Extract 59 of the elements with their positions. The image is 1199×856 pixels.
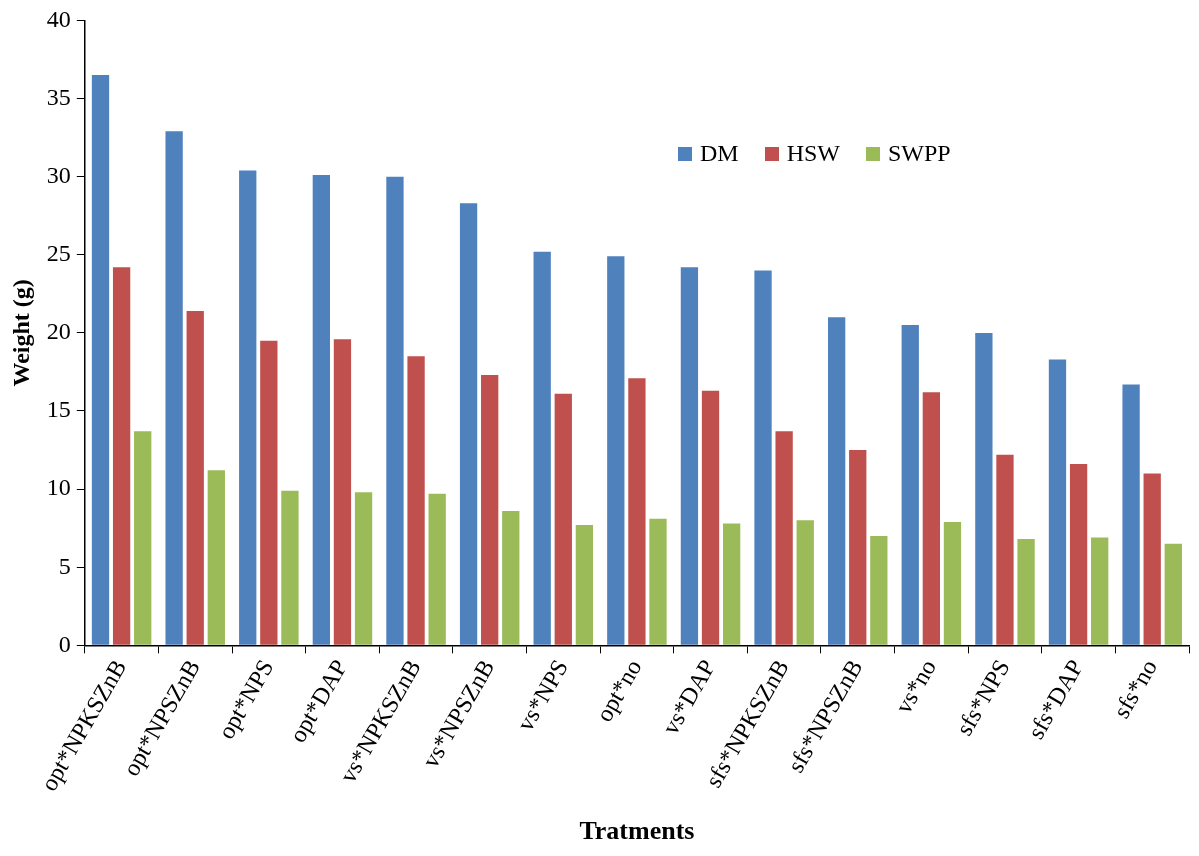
bar	[1122, 384, 1140, 645]
bar	[796, 520, 814, 645]
bar	[701, 390, 720, 645]
bar	[386, 176, 404, 645]
bar	[1091, 537, 1109, 645]
bar	[134, 431, 152, 645]
legend-label: HSW	[786, 140, 841, 167]
bar	[775, 431, 793, 645]
bar	[754, 270, 772, 645]
bar	[481, 375, 499, 645]
bar	[428, 493, 446, 645]
y-tick-label: 10	[46, 474, 71, 501]
bar	[1069, 464, 1088, 645]
bar	[91, 75, 110, 645]
bar	[607, 256, 625, 645]
bar	[281, 490, 299, 645]
bar	[1048, 359, 1067, 645]
y-tick-label: 0	[58, 630, 71, 657]
y-tick-label: 15	[46, 396, 71, 423]
y-tick-label: 20	[46, 318, 71, 345]
bar	[186, 311, 204, 645]
bar	[680, 267, 699, 645]
bar	[533, 251, 551, 645]
bar	[1164, 543, 1182, 645]
bar	[827, 317, 846, 645]
bar	[1017, 539, 1035, 645]
bar	[922, 392, 941, 645]
bar	[112, 267, 131, 645]
y-tick-label: 40	[46, 5, 71, 32]
bar	[975, 332, 993, 645]
bar	[996, 454, 1014, 645]
y-axis-title: Weight (g)	[7, 279, 34, 387]
bar	[870, 535, 888, 645]
bar	[554, 393, 572, 645]
bar	[901, 325, 919, 645]
y-tick-label: 35	[46, 83, 71, 110]
y-tick-label: 5	[58, 552, 71, 579]
bar	[207, 470, 225, 645]
y-tick-label: 25	[46, 240, 71, 267]
bar	[849, 450, 867, 645]
bar	[407, 356, 425, 645]
bar	[502, 510, 520, 645]
bar	[354, 492, 373, 645]
bar	[260, 340, 278, 645]
bar	[943, 521, 962, 645]
bar	[649, 518, 667, 645]
bar	[628, 378, 646, 645]
y-tick-label: 30	[46, 161, 71, 188]
bar	[575, 525, 594, 645]
bar	[459, 203, 478, 645]
bar	[1143, 473, 1161, 645]
legend-label: DM	[700, 140, 739, 167]
bar	[165, 131, 183, 645]
x-axis-title: Tratments	[579, 816, 695, 846]
bar	[333, 339, 352, 645]
bar	[239, 170, 257, 645]
legend-label: SWPP	[888, 140, 951, 167]
bar	[722, 523, 741, 645]
bar	[312, 175, 330, 645]
